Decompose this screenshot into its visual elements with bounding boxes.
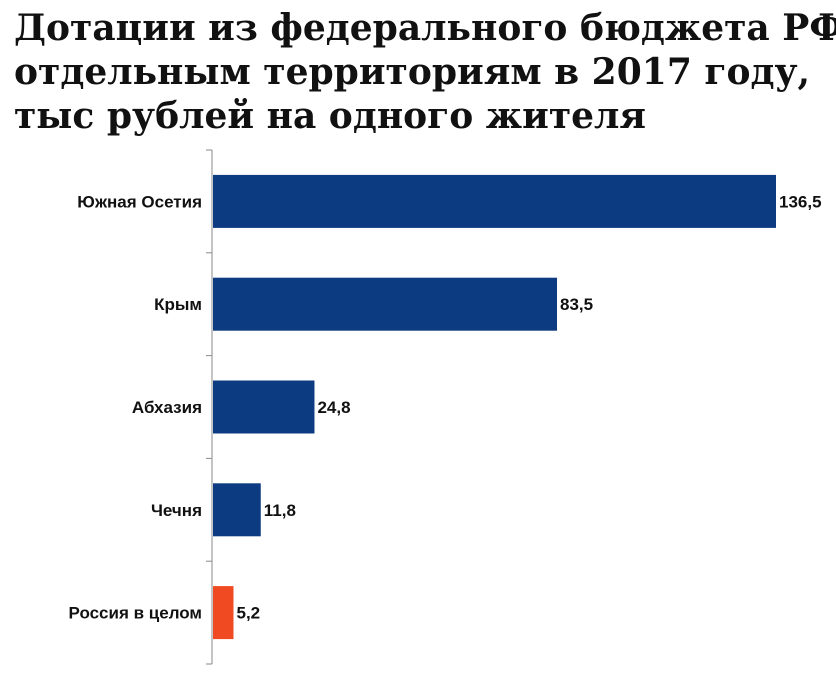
bar-2 [213,380,315,434]
bar-1 [213,277,558,331]
category-label-3: Чечня [151,501,202,520]
bar-0 [213,174,776,228]
category-label-2: Абхазия [132,398,202,417]
value-label-2: 24,8 [317,398,350,417]
category-label-1: Крым [154,295,202,314]
bar-4 [213,586,234,640]
value-label-1: 83,5 [560,295,593,314]
chart-title: Дотации из федерального бюджета РФ отдел… [14,6,836,138]
value-label-0: 136,5 [779,192,822,211]
value-label-3: 11,8 [264,501,296,520]
category-label-4: Россия в целом [69,604,202,623]
chart-title-line-1: Дотации из федерального бюджета РФ [14,7,836,49]
value-label-4: 5,2 [236,604,260,623]
chart-title-line-3: тыс рублей на одного жителя [14,95,647,137]
chart-title-line-2: отдельным территориям в 2017 году, [14,51,811,93]
bar-3 [213,483,261,537]
category-label-0: Южная Осетия [77,192,202,211]
